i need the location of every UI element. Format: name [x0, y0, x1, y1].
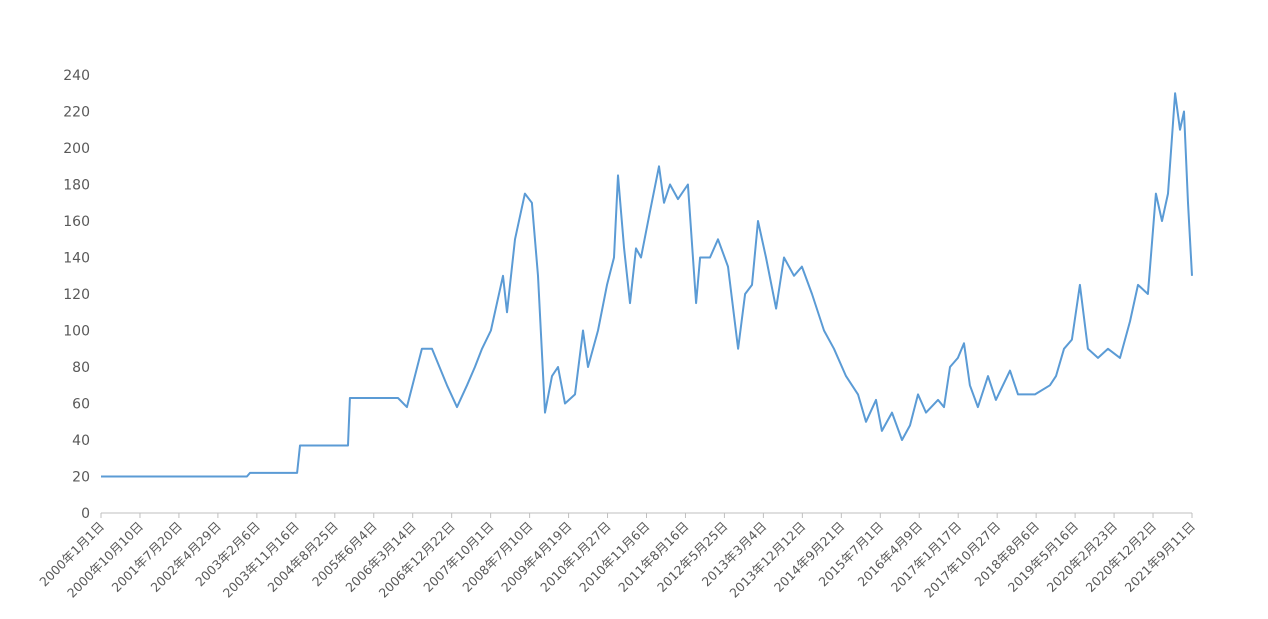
x-tick-label: 2009年4月19日: [498, 519, 574, 595]
y-tick-label: 40: [72, 433, 90, 449]
x-tick-label: 2006年3月14日: [342, 519, 418, 595]
x-tick-label: 2008年7月10日: [459, 519, 535, 595]
y-tick-label: 160: [63, 214, 90, 230]
x-tick-label: 2007年10月1日: [420, 519, 496, 595]
y-tick-label: 60: [72, 397, 90, 413]
y-tick-label: 200: [63, 141, 90, 157]
x-tick-label: 2021年9月11日: [1122, 519, 1198, 595]
x-tick-label: 2012年5月25日: [654, 519, 730, 595]
y-tick-label: 0: [81, 506, 90, 522]
y-tick-label: 20: [72, 470, 90, 486]
x-tick-label: 2020年12月2日: [1083, 519, 1159, 595]
x-tick-label: 2002年4月29日: [148, 519, 224, 595]
data-line: [101, 92, 1193, 478]
x-tick-label: 2004年8月25日: [264, 519, 340, 595]
x-tick-label: 2010年11月6日: [576, 519, 652, 595]
x-tick-label: 2010年1月27日: [537, 519, 613, 595]
x-tick-label: 2001年7月20日: [109, 519, 185, 595]
y-tick-label: 80: [72, 360, 90, 376]
x-tick-label: 2019年5月16日: [1005, 519, 1081, 595]
x-tick-label: 2000年1月1日: [36, 519, 107, 590]
x-tick-label: 2011年8月16日: [615, 519, 691, 595]
y-tick-label: 180: [63, 178, 90, 194]
y-tick-label: 120: [63, 287, 90, 303]
x-tick-label: 2020年2月23日: [1044, 519, 1120, 595]
y-tick-label: 100: [63, 324, 90, 340]
y-tick-label: 240: [63, 68, 90, 84]
x-tick-label: 2017年1月17日: [888, 519, 964, 595]
y-tick-label: 220: [63, 105, 90, 121]
x-tick-label: 2014年9月21日: [771, 519, 847, 595]
y-tick-label: 140: [63, 251, 90, 267]
